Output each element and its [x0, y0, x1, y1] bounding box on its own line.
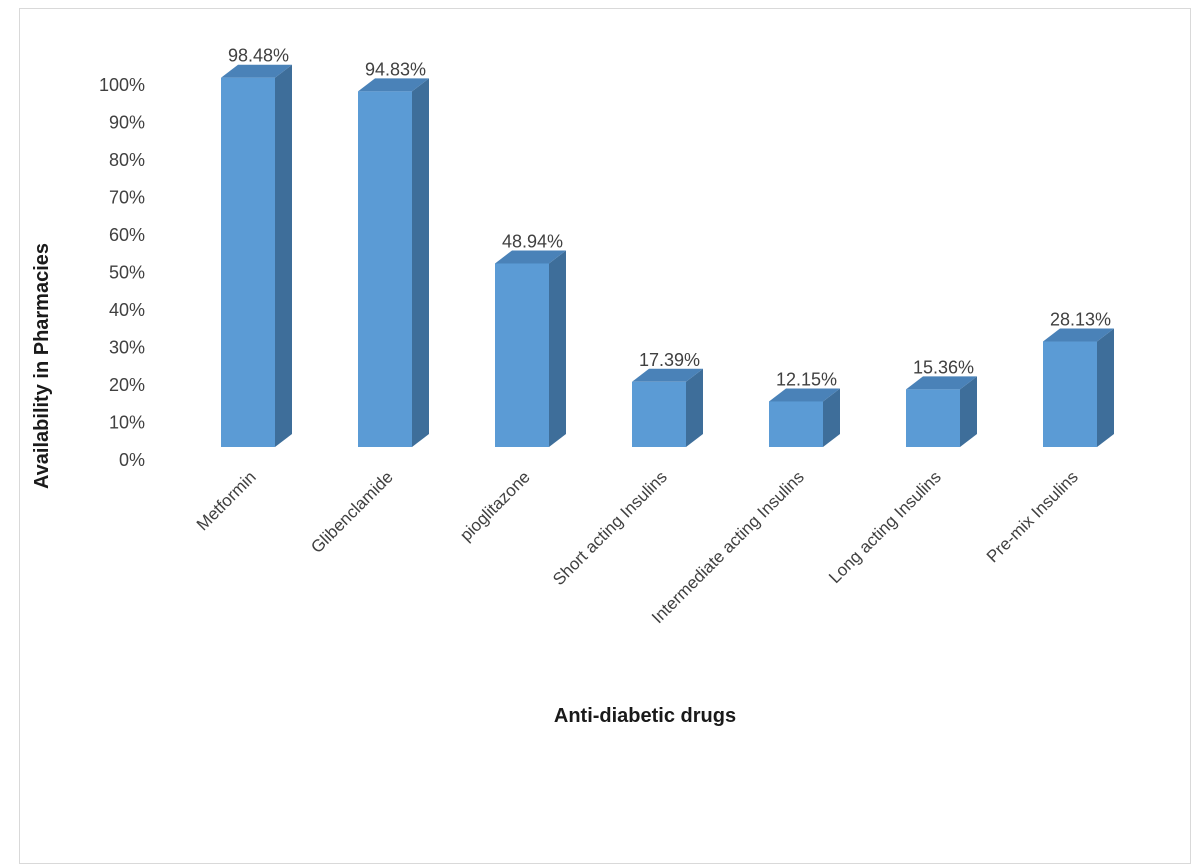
bar-top [495, 250, 566, 264]
bar-front [632, 381, 686, 447]
bar [632, 368, 703, 447]
data-label: 17.39% [639, 350, 700, 370]
bar-side [549, 250, 566, 447]
bar-top [906, 376, 977, 390]
y-tick-label: 40% [109, 300, 145, 320]
y-tick-label: 20% [109, 375, 145, 395]
y-tick-label: 100% [99, 75, 145, 95]
data-labels: 98.48% 94.83% 48.94% 17.39% 12.15% 15.36% 28.1… [228, 46, 1111, 390]
category-labels: Metformin Glibenclamide pioglitazone Short … [193, 467, 1082, 627]
bars [221, 64, 1114, 447]
bar-front [495, 263, 549, 447]
category-label: Intermediate acting Insulins [648, 467, 808, 627]
y-tick-label: 80% [109, 150, 145, 170]
bar [358, 78, 429, 447]
data-label: 28.13% [1050, 310, 1111, 330]
bar [221, 64, 292, 447]
bar-top [632, 368, 703, 382]
bar-top [358, 78, 429, 92]
y-tick-label: 10% [109, 413, 145, 433]
bar-top [1043, 328, 1114, 342]
bar-front [906, 389, 960, 447]
bar [1043, 328, 1114, 447]
data-label: 15.36% [913, 357, 974, 377]
bar-front [358, 91, 412, 447]
category-label: Pre-mix Insulins [983, 467, 1082, 566]
data-label: 94.83% [365, 59, 426, 79]
data-label: 12.15% [776, 369, 837, 389]
bar-front [221, 77, 275, 447]
bar [906, 376, 977, 447]
x-axis-title: Anti-diabetic drugs [554, 705, 736, 727]
bar-side [275, 64, 292, 447]
y-tick-label: 30% [109, 338, 145, 358]
bar [769, 388, 840, 447]
category-label: Long acting Insulins [825, 467, 945, 587]
data-label: 48.94% [502, 231, 563, 251]
y-axis-title: Availability in Pharmacies [31, 243, 53, 489]
bar-top [221, 64, 292, 78]
category-label: pioglitazone [456, 467, 534, 545]
chart-frame [19, 8, 1191, 864]
bar-side [1097, 328, 1114, 447]
y-tick-label: 60% [109, 225, 145, 245]
bar-side [412, 78, 429, 447]
bar [495, 250, 566, 447]
bar-front [769, 401, 823, 447]
category-label: Metformin [193, 467, 260, 534]
bar-side [960, 376, 977, 447]
y-axis-ticks: 0% 10% 20% 30% 40% 50% 60% 70% 80% 90% 100% [99, 75, 145, 470]
bar-side [823, 388, 840, 447]
category-label: Glibenclamide [307, 467, 397, 557]
y-tick-label: 90% [109, 113, 145, 133]
bar-top [769, 388, 840, 402]
y-tick-label: 50% [109, 263, 145, 283]
y-tick-label: 0% [119, 450, 145, 470]
category-label: Short acting Insulins [549, 467, 671, 589]
y-tick-label: 70% [109, 188, 145, 208]
data-label: 98.48% [228, 46, 289, 66]
bar-side [686, 368, 703, 447]
bar-front [1043, 341, 1097, 447]
